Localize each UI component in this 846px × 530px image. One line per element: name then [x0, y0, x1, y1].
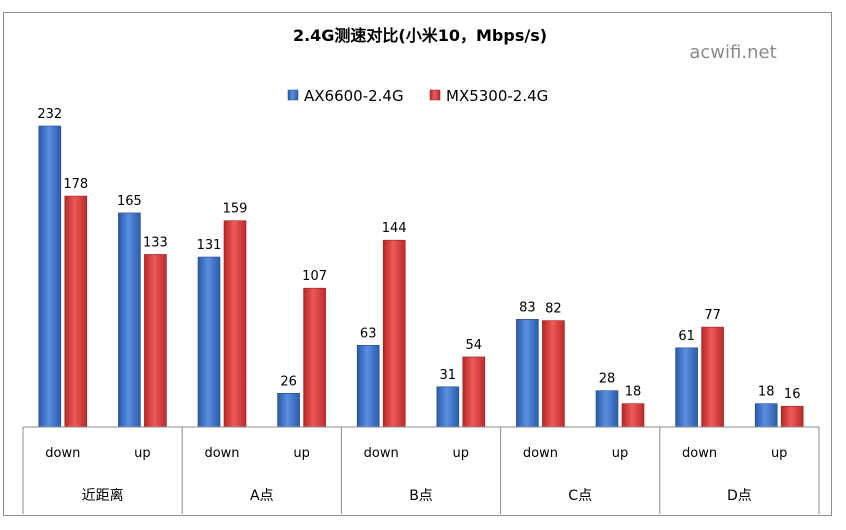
legend: AX6600-2.4G MX5300-2.4G [287, 87, 548, 105]
value-label-2-7: 82 [545, 302, 562, 317]
value-label-1-3: 131 [197, 238, 222, 253]
category-label-10: up [771, 446, 788, 461]
value-label-1-5: 63 [360, 326, 377, 341]
bars [38, 125, 804, 428]
bar-1-6 [436, 386, 460, 428]
bar-1-1 [38, 125, 62, 428]
bar-1-10 [754, 403, 778, 428]
bar-2-8 [621, 403, 645, 428]
chart-title: 2.4G测速对比(小米10，Mbps/s) [293, 26, 547, 45]
value-label-2-9: 77 [704, 308, 721, 323]
category-label-9: down [682, 446, 717, 461]
bar-1-4 [277, 392, 300, 428]
group-label-4: C点 [568, 488, 592, 504]
bar-2-5 [382, 239, 406, 428]
bar-2-7 [542, 320, 565, 428]
legend-label-2: MX5300-2.4G [446, 87, 548, 105]
bar-1-9 [675, 347, 698, 428]
value-label-1-9: 61 [678, 329, 695, 344]
bar-2-9 [701, 326, 724, 428]
bar-1-5 [356, 344, 380, 428]
group-label-1: 近距离 [82, 487, 124, 504]
bar-1-8 [595, 390, 619, 428]
category-axis: down up down up down up down up down up 近距离 A点 B点 C点 D… [22, 426, 820, 514]
value-label-1-7: 83 [519, 300, 536, 315]
bar-2-2 [144, 254, 167, 428]
bar-2-6 [462, 356, 486, 428]
bar-2-4 [303, 287, 326, 428]
watermark: acwifi.net [689, 42, 776, 63]
value-label-2-8: 18 [625, 385, 642, 400]
legend-swatch-1 [287, 89, 299, 101]
bar-1-2 [118, 212, 141, 428]
bar-2-3 [223, 220, 247, 428]
category-label-5: down [364, 446, 399, 461]
bar-2-1 [64, 195, 88, 428]
value-label-1-2: 165 [117, 194, 142, 209]
category-label-6: up [453, 446, 470, 461]
group-label-3: B点 [409, 488, 433, 504]
category-label-4: up [293, 446, 310, 461]
value-label-1-1: 232 [37, 107, 62, 122]
bar-2-10 [780, 405, 804, 428]
legend-label-1: AX6600-2.4G [304, 87, 404, 105]
bar-1-7 [516, 319, 539, 428]
bar-1-3 [197, 256, 221, 428]
value-label-2-1: 178 [63, 177, 88, 192]
value-label-1-8: 28 [599, 372, 616, 387]
category-label-2: up [134, 446, 151, 461]
category-label-1: down [45, 446, 80, 461]
group-label-5: D点 [727, 488, 752, 504]
category-label-7: down [523, 446, 558, 461]
value-label-2-4: 107 [302, 269, 327, 284]
value-label-2-10: 16 [784, 387, 801, 402]
group-label-2: A点 [250, 488, 274, 504]
value-label-2-2: 133 [143, 235, 168, 250]
value-label-2-6: 54 [466, 338, 483, 353]
value-label-1-6: 31 [440, 368, 457, 383]
legend-swatch-2 [429, 89, 441, 101]
value-label-2-5: 144 [382, 221, 407, 236]
category-label-3: down [204, 446, 239, 461]
value-label-1-4: 26 [280, 374, 297, 389]
chart-area [3, 12, 832, 516]
value-label-1-10: 18 [758, 385, 775, 400]
value-label-2-3: 159 [223, 202, 248, 217]
category-label-8: up [612, 446, 629, 461]
value-labels: 232 178 165 133 131 159 26 107 63 144 31 54 83 82 28 18… [37, 107, 800, 402]
